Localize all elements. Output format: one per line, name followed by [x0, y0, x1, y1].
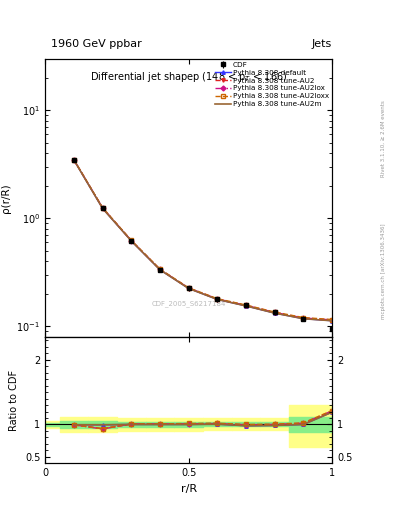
- Text: 1960 GeV ppbar: 1960 GeV ppbar: [51, 38, 142, 49]
- Pythia 8.308 tune-AU2: [158, 266, 162, 272]
- Pythia 8.308 tune-AU2loxx: [301, 314, 306, 321]
- Y-axis label: Ratio to CDF: Ratio to CDF: [9, 370, 19, 431]
- Pythia 8.308 tune-AU2loxx: [100, 204, 105, 210]
- Pythia 8.308 tune-AU2m: [186, 285, 191, 291]
- Pythia 8.308 tune-AU2lox: [244, 302, 248, 308]
- Pythia 8.308 tune-AU2: [129, 238, 134, 244]
- Pythia 8.308 default: [72, 157, 76, 163]
- Pythia 8.308 default: [186, 285, 191, 291]
- Line: Pythia 8.308 tune-AU2lox: Pythia 8.308 tune-AU2lox: [72, 158, 334, 322]
- Pythia 8.308 tune-AU2loxx: [186, 285, 191, 291]
- Pythia 8.308 default: [301, 316, 306, 322]
- Line: Pythia 8.308 tune-AU2loxx: Pythia 8.308 tune-AU2loxx: [72, 158, 334, 321]
- Pythia 8.308 tune-AU2: [244, 303, 248, 309]
- Pythia 8.308 tune-AU2lox: [301, 315, 306, 321]
- Pythia 8.308 default: [100, 205, 105, 211]
- Pythia 8.308 tune-AU2m: [215, 296, 220, 303]
- Pythia 8.308 tune-AU2loxx: [215, 295, 220, 302]
- Pythia 8.308 tune-AU2loxx: [158, 266, 162, 272]
- Pythia 8.308 tune-AU2: [186, 285, 191, 291]
- Pythia 8.308 tune-AU2: [72, 157, 76, 163]
- Pythia 8.308 tune-AU2m: [72, 157, 76, 163]
- Pythia 8.308 tune-AU2: [215, 296, 220, 302]
- Text: Rivet 3.1.10, ≥ 2.6M events: Rivet 3.1.10, ≥ 2.6M events: [381, 100, 386, 177]
- Text: CDF_2005_S6217184: CDF_2005_S6217184: [151, 300, 226, 307]
- Pythia 8.308 tune-AU2m: [158, 267, 162, 273]
- Pythia 8.308 tune-AU2m: [301, 316, 306, 322]
- Line: Pythia 8.308 default: Pythia 8.308 default: [72, 158, 334, 323]
- Pythia 8.308 default: [215, 296, 220, 303]
- Pythia 8.308 tune-AU2loxx: [72, 157, 76, 163]
- Pythia 8.308 tune-AU2loxx: [272, 309, 277, 315]
- Line: Pythia 8.308 tune-AU2: Pythia 8.308 tune-AU2: [72, 158, 334, 322]
- Pythia 8.308 tune-AU2: [330, 317, 334, 324]
- Pythia 8.308 default: [244, 303, 248, 309]
- Pythia 8.308 tune-AU2: [272, 310, 277, 316]
- Pythia 8.308 tune-AU2lox: [186, 285, 191, 291]
- Pythia 8.308 tune-AU2loxx: [129, 237, 134, 243]
- Pythia 8.308 tune-AU2lox: [330, 317, 334, 323]
- Pythia 8.308 default: [272, 310, 277, 316]
- Y-axis label: ρ(r/R): ρ(r/R): [1, 183, 11, 212]
- Text: Differential jet shapep (148 < p$_T$ < 166): Differential jet shapep (148 < p$_T$ < 1…: [90, 70, 287, 84]
- Pythia 8.308 tune-AU2m: [330, 317, 334, 324]
- Pythia 8.308 tune-AU2loxx: [330, 316, 334, 323]
- Pythia 8.308 tune-AU2lox: [215, 296, 220, 302]
- Pythia 8.308 tune-AU2loxx: [244, 302, 248, 308]
- Text: Jets: Jets: [312, 38, 332, 49]
- Pythia 8.308 tune-AU2m: [272, 310, 277, 316]
- Pythia 8.308 tune-AU2m: [244, 303, 248, 309]
- Line: Pythia 8.308 tune-AU2m: Pythia 8.308 tune-AU2m: [74, 160, 332, 321]
- Pythia 8.308 tune-AU2lox: [72, 157, 76, 163]
- Pythia 8.308 tune-AU2: [100, 205, 105, 211]
- Text: mcplots.cern.ch [arXiv:1306.3436]: mcplots.cern.ch [arXiv:1306.3436]: [381, 224, 386, 319]
- Pythia 8.308 tune-AU2lox: [100, 205, 105, 211]
- X-axis label: r/R: r/R: [180, 484, 197, 494]
- Pythia 8.308 default: [158, 267, 162, 273]
- Pythia 8.308 tune-AU2m: [129, 238, 134, 244]
- Pythia 8.308 default: [330, 317, 334, 324]
- Pythia 8.308 tune-AU2: [301, 315, 306, 322]
- Pythia 8.308 tune-AU2lox: [158, 266, 162, 272]
- Pythia 8.308 tune-AU2lox: [272, 309, 277, 315]
- Legend: CDF, Pythia 8.308 default, Pythia 8.308 tune-AU2, Pythia 8.308 tune-AU2lox, Pyth: CDF, Pythia 8.308 default, Pythia 8.308 …: [214, 61, 330, 108]
- Pythia 8.308 tune-AU2m: [100, 205, 105, 211]
- Pythia 8.308 default: [129, 238, 134, 244]
- Pythia 8.308 tune-AU2lox: [129, 238, 134, 244]
